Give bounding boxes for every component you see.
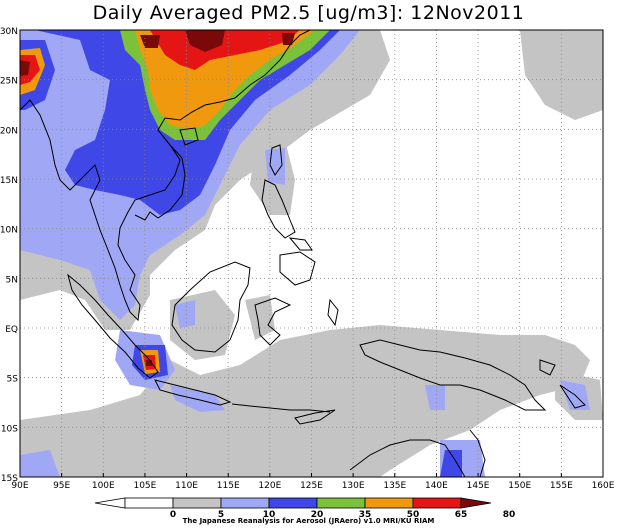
colorbar-segment	[412, 497, 462, 509]
coast-philippines-luzon	[261, 179, 296, 239]
field-red-north	[150, 30, 300, 70]
lat-label: EQ	[5, 325, 18, 335]
lon-label: 100E	[92, 481, 115, 491]
lon-label: 95E	[53, 481, 70, 491]
field-lightblue-sw	[20, 450, 60, 477]
lat-label: 15N	[0, 176, 18, 186]
coast-philippines-visayas	[288, 237, 313, 251]
lat-label: 25N	[0, 77, 18, 87]
coast-timor	[294, 409, 336, 425]
lat-label: 15S	[1, 474, 18, 484]
field-lightblue-borneo	[175, 300, 195, 328]
coast-bismarck	[539, 359, 556, 376]
field-darkred-west	[20, 60, 30, 76]
colorbar-tick-label: 5	[218, 510, 224, 520]
coast-taiwan	[269, 144, 283, 176]
lon-label: 155E	[550, 481, 573, 491]
lon-label: 110E	[175, 481, 198, 491]
colorbar-segment	[172, 497, 222, 509]
lat-label: 5N	[6, 275, 18, 285]
field-darkred-north	[185, 30, 225, 52]
colorbar-tick-label: 10	[263, 510, 276, 520]
lat-label: 30N	[0, 27, 18, 37]
coast-sumatra	[67, 273, 159, 379]
colorbar-tick-label: 50	[407, 510, 420, 520]
field-lightblue-png	[425, 385, 445, 410]
coast-sulawesi	[254, 297, 292, 346]
coast-hainan	[179, 127, 199, 146]
coast-vietnam-south	[134, 129, 186, 221]
coast-java	[154, 379, 232, 406]
coast-australia-north	[349, 439, 466, 477]
credit-text: The Japanese Reanalysis for Aerosol (JRA…	[182, 517, 435, 525]
field-darkred-north3	[282, 33, 295, 45]
grid-lines	[19, 30, 604, 477]
lon-label: 145E	[467, 481, 490, 491]
lon-label: 130E	[342, 481, 365, 491]
lon-label: 125E	[300, 481, 323, 491]
colorbar-segment	[220, 497, 270, 509]
lon-label: 115E	[217, 481, 240, 491]
lat-label: 10S	[1, 424, 18, 434]
colorbar-segment	[268, 497, 318, 509]
latitude-labels: 30N 25N 20N 15N 10N 5N EQ 5S 10S 15S	[0, 27, 18, 484]
field-grey-sulawesi	[245, 295, 275, 340]
colorbar-left-arrow	[94, 497, 126, 509]
colorbar-right-arrow	[460, 497, 492, 509]
coast-mainland	[20, 30, 311, 322]
lon-label: 150E	[508, 481, 531, 491]
colorbar: 0 5 10 20 35 50 65 80	[94, 497, 516, 520]
coast-halmahera	[327, 298, 339, 327]
coastlines	[20, 30, 586, 477]
colorbar-tick-label: 35	[359, 510, 372, 520]
lon-label: 135E	[383, 481, 406, 491]
field-grey-south	[20, 325, 590, 477]
colorbar-tick-label: 65	[455, 510, 468, 520]
coast-philippines-mindanao	[279, 251, 316, 286]
colorbar-tick-label: 20	[311, 510, 324, 520]
colorbar-tick-label: 0	[170, 510, 176, 520]
map-title: Daily Averaged PM2.5 [ug/m3]: 12Nov2011	[92, 2, 525, 24]
colorbar-segment	[364, 497, 414, 509]
field-lightblue-taiwan	[265, 148, 285, 185]
lon-label: 105E	[133, 481, 156, 491]
plot-frame	[19, 29, 604, 478]
lon-label: 120E	[258, 481, 281, 491]
coast-newguinea	[359, 339, 547, 411]
lon-label: 90E	[11, 481, 28, 491]
coast-solomon	[559, 384, 586, 409]
lon-label: 160E	[592, 481, 615, 491]
lat-label: 10N	[0, 226, 18, 236]
coast-borneo	[171, 261, 251, 353]
lat-label: 5S	[7, 375, 19, 385]
coast-nusa-tenggara	[231, 403, 331, 413]
coast-australia-east	[469, 429, 486, 477]
field-lightblue-java	[170, 385, 225, 412]
colorbar-segment	[316, 497, 366, 509]
field-blue-south	[440, 450, 462, 477]
lat-label: 20N	[0, 126, 18, 136]
lon-label: 140E	[425, 481, 448, 491]
colorbar-tick-label: 80	[503, 510, 516, 520]
longitude-labels: 90E 95E 100E 105E 110E 115E 120E 125E 130E 135E 14…	[11, 481, 614, 491]
concentration-fields	[20, 30, 603, 477]
colorbar-segment	[124, 497, 174, 509]
